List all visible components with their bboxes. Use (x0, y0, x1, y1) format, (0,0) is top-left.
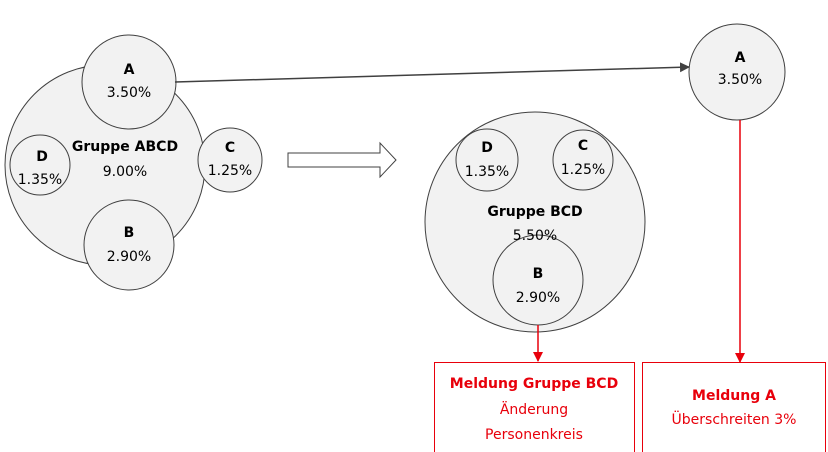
member-label: C (578, 138, 588, 154)
member-value: 2.90% (516, 290, 560, 306)
message-line: Änderung (500, 400, 568, 418)
member-circle (197, 127, 263, 193)
group-label: Gruppe BCD (487, 204, 582, 220)
member-circle (81, 34, 177, 130)
member-label: D (481, 140, 493, 156)
member-circle (552, 129, 614, 191)
member-value: 1.25% (561, 162, 605, 178)
group-value: 9.00% (103, 164, 147, 180)
member-value: 1.25% (208, 163, 252, 179)
member-circle (455, 128, 519, 192)
move-arrow (174, 62, 690, 83)
member-value: 2.90% (107, 249, 151, 265)
member-label: C (225, 140, 235, 156)
member-label: B (533, 266, 544, 282)
member-label: D (36, 149, 48, 165)
member-value: 3.50% (107, 85, 151, 101)
member-circle (83, 199, 175, 291)
message-title: Meldung Gruppe BCD (450, 376, 618, 392)
single-label: A (735, 50, 746, 66)
member-label: B (124, 225, 135, 241)
member-circle (9, 134, 71, 196)
message-title: Meldung A (692, 388, 776, 404)
message-box (434, 362, 635, 452)
member-value: 1.35% (18, 172, 62, 188)
transition-arrow (287, 141, 397, 179)
message-line: Überschreiten 3% (672, 410, 797, 428)
single-value: 3.50% (718, 72, 762, 88)
member-label: A (124, 62, 135, 78)
message-box (642, 362, 826, 452)
group-value: 5.50% (513, 228, 557, 244)
group-label: Gruppe ABCD (72, 139, 178, 155)
member-value: 1.35% (465, 164, 509, 180)
message-line: Personenkreis (485, 427, 583, 443)
